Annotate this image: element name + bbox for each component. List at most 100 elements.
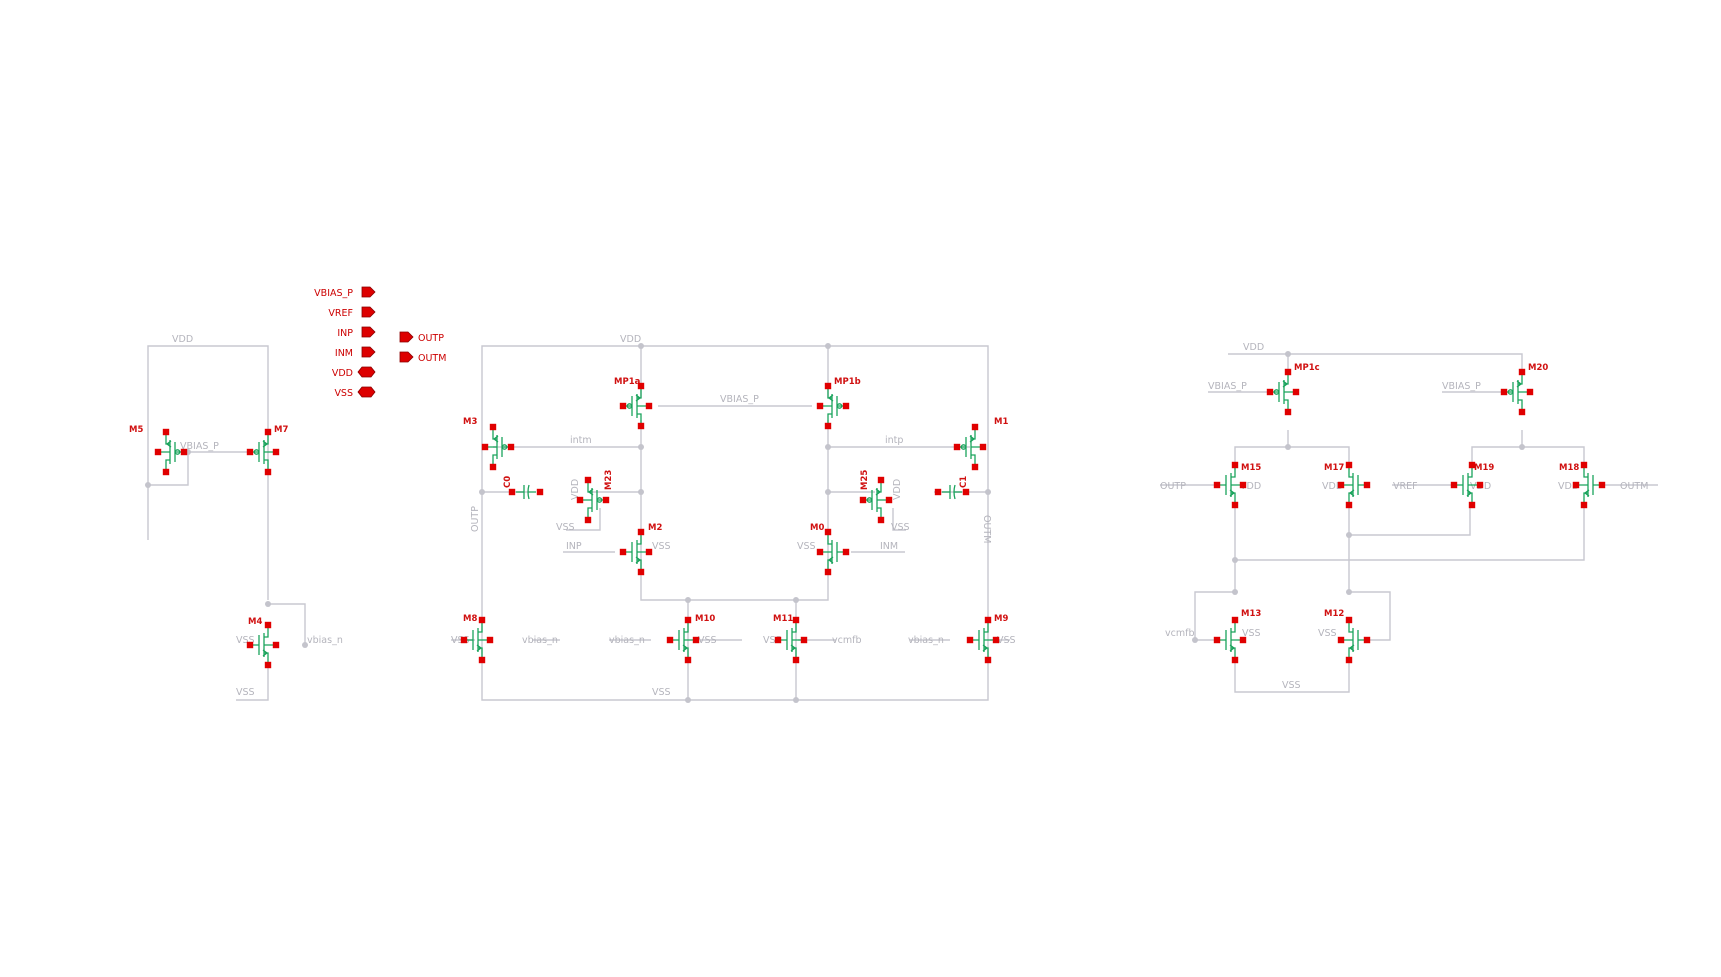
net-label: INP bbox=[566, 541, 582, 552]
instance-label: MP1b bbox=[834, 377, 861, 387]
transistor-icon[interactable] bbox=[1337, 616, 1371, 664]
net-label: VSS bbox=[891, 522, 910, 533]
net-label: OUTP bbox=[470, 506, 481, 532]
transistor-icon[interactable] bbox=[246, 621, 280, 669]
instance-label: M23 bbox=[604, 470, 614, 490]
net-label: intp bbox=[885, 435, 903, 446]
net-label: vbias_n bbox=[609, 635, 645, 646]
input-pin-icon[interactable] bbox=[361, 326, 376, 338]
transistor-icon[interactable] bbox=[246, 428, 280, 476]
instance-label: M19 bbox=[1474, 463, 1494, 473]
pin-label-vbias-p: VBIAS_P bbox=[314, 288, 353, 299]
net-label: OUTM bbox=[981, 515, 992, 543]
net-label: VDD bbox=[172, 334, 193, 345]
instance-label: M17 bbox=[1324, 463, 1344, 473]
net-label: vbias_n bbox=[522, 635, 558, 646]
net-label: VSS bbox=[556, 522, 575, 533]
transistor-icon[interactable] bbox=[1572, 461, 1606, 509]
net-label: VBIAS_P bbox=[720, 394, 759, 405]
instance-label: M7 bbox=[274, 425, 288, 435]
transistor-icon[interactable] bbox=[816, 382, 850, 430]
transistor-icon[interactable] bbox=[966, 616, 1000, 664]
capacitor-icon[interactable] bbox=[934, 484, 970, 500]
input-pin-icon[interactable] bbox=[361, 286, 376, 298]
instance-label: M25 bbox=[860, 470, 870, 490]
transistor-icon[interactable] bbox=[460, 616, 494, 664]
transistor-icon[interactable] bbox=[774, 616, 808, 664]
pin-label-outp: OUTP bbox=[418, 333, 444, 344]
net-label: VDD bbox=[1322, 481, 1343, 492]
instance-label: M18 bbox=[1559, 463, 1579, 473]
net-label: VREF bbox=[1393, 481, 1418, 492]
pin-label-inp: INP bbox=[337, 328, 353, 339]
core-amplifier: VDD VBIAS_P intm intp INP INM VSS VSS VS… bbox=[451, 334, 1016, 703]
net-label: VDD bbox=[1558, 481, 1579, 492]
net-label: VDD bbox=[620, 334, 641, 345]
net-label: VSS bbox=[698, 635, 717, 646]
net-label: VSS bbox=[652, 541, 671, 552]
transistor-icon[interactable] bbox=[1337, 461, 1371, 509]
transistor-icon[interactable] bbox=[1213, 461, 1247, 509]
net-label: vbias_n bbox=[307, 635, 343, 646]
output-pin-icon[interactable] bbox=[399, 351, 414, 363]
input-pin-icon[interactable] bbox=[361, 306, 376, 318]
transistor-icon[interactable] bbox=[619, 382, 653, 430]
transistor-icon[interactable] bbox=[1500, 368, 1534, 416]
net-label: intm bbox=[570, 435, 592, 446]
net-label: vcmfb bbox=[1165, 628, 1194, 639]
pin-label-inm: INM bbox=[335, 348, 353, 359]
inout-pin-icon[interactable] bbox=[357, 366, 376, 378]
net-label: OUTP bbox=[1160, 481, 1186, 492]
instance-label: MP1c bbox=[1294, 363, 1320, 373]
pin-label-vdd: VDD bbox=[332, 368, 353, 379]
instance-label: C1 bbox=[959, 476, 969, 488]
transistor-icon[interactable] bbox=[154, 428, 188, 476]
instance-label: M12 bbox=[1324, 609, 1344, 619]
net-label: VDD bbox=[1240, 481, 1261, 492]
net-label: VSS bbox=[763, 635, 782, 646]
net-label: VSS bbox=[236, 687, 255, 698]
net-label: VSS bbox=[1318, 628, 1337, 639]
instance-label: M11 bbox=[773, 614, 793, 624]
pin-label-outm: OUTM bbox=[418, 353, 446, 364]
net-label: vbias_n bbox=[908, 635, 944, 646]
instance-label: MP1a bbox=[614, 377, 641, 387]
transistor-icon[interactable] bbox=[953, 423, 987, 471]
transistor-icon[interactable] bbox=[816, 528, 850, 576]
transistor-icon[interactable] bbox=[619, 528, 653, 576]
transistor-icon[interactable] bbox=[1450, 461, 1484, 509]
net-label: VSS bbox=[1242, 628, 1261, 639]
net-label: VSS bbox=[236, 635, 255, 646]
pin-label-vref: VREF bbox=[328, 308, 353, 319]
output-pin-icon[interactable] bbox=[399, 331, 414, 343]
net-label: VSS bbox=[451, 635, 470, 646]
instance-label: M9 bbox=[994, 614, 1008, 624]
instance-label: M20 bbox=[1528, 363, 1548, 373]
instance-label: M5 bbox=[129, 425, 143, 435]
transistor-icon[interactable] bbox=[859, 476, 893, 524]
net-label: VSS bbox=[1282, 680, 1301, 691]
device-layer bbox=[154, 368, 1606, 669]
pin-list: VBIAS_P VREF INP INM VDD VSS OUTP OUTM bbox=[314, 286, 446, 399]
input-pin-icon[interactable] bbox=[361, 346, 376, 358]
pin-label-vss: VSS bbox=[334, 388, 353, 399]
transistor-icon[interactable] bbox=[666, 616, 700, 664]
instance-label: M1 bbox=[994, 417, 1008, 427]
net-label: VBIAS_P bbox=[1442, 381, 1481, 392]
net-label: OUTM bbox=[1620, 481, 1648, 492]
transistor-icon[interactable] bbox=[1266, 368, 1300, 416]
net-label: VDD bbox=[570, 479, 581, 500]
transistor-icon[interactable] bbox=[1213, 616, 1247, 664]
instance-label: M4 bbox=[248, 617, 262, 627]
net-label: VDD bbox=[892, 479, 903, 500]
capacitor-icon[interactable] bbox=[508, 484, 544, 500]
net-label: VSS bbox=[797, 541, 816, 552]
instance-label: M13 bbox=[1241, 609, 1261, 619]
instance-label: C0 bbox=[503, 476, 513, 488]
transistor-icon[interactable] bbox=[481, 423, 515, 471]
transistor-icon[interactable] bbox=[576, 476, 610, 524]
net-label: VSS bbox=[652, 687, 671, 698]
instance-label: M8 bbox=[463, 614, 477, 624]
inout-pin-icon[interactable] bbox=[357, 386, 376, 398]
